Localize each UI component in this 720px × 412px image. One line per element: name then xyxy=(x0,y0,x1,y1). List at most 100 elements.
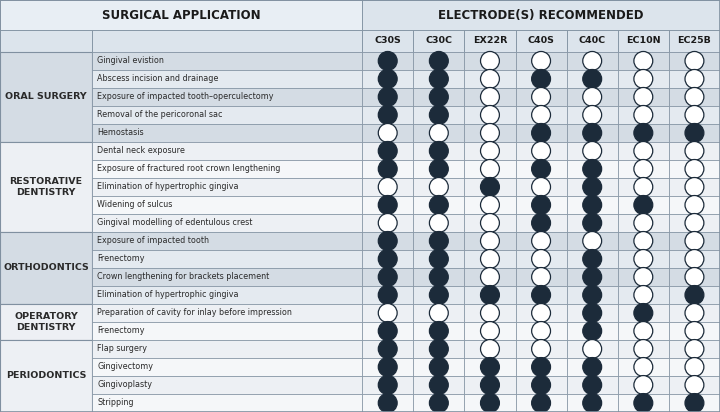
Text: Gingival evistion: Gingival evistion xyxy=(97,56,164,66)
Bar xyxy=(464,178,516,196)
Bar xyxy=(669,268,720,286)
Bar xyxy=(618,88,669,106)
Ellipse shape xyxy=(429,159,449,178)
Ellipse shape xyxy=(531,393,551,412)
Bar xyxy=(464,376,516,394)
Ellipse shape xyxy=(582,159,602,178)
Bar xyxy=(92,304,362,322)
Ellipse shape xyxy=(582,52,602,70)
Bar xyxy=(618,304,669,322)
Ellipse shape xyxy=(582,286,602,304)
Ellipse shape xyxy=(531,286,551,304)
Bar xyxy=(567,178,618,196)
Ellipse shape xyxy=(429,232,449,250)
Ellipse shape xyxy=(634,159,653,178)
Ellipse shape xyxy=(378,376,397,394)
Bar xyxy=(92,232,362,250)
Ellipse shape xyxy=(634,376,653,394)
Ellipse shape xyxy=(429,196,449,214)
Bar xyxy=(464,214,516,232)
Ellipse shape xyxy=(634,213,653,232)
Bar xyxy=(567,394,618,412)
Bar xyxy=(92,142,362,160)
Bar xyxy=(567,52,618,70)
Bar xyxy=(464,160,516,178)
Ellipse shape xyxy=(531,213,551,232)
Bar xyxy=(669,178,720,196)
Bar xyxy=(669,106,720,124)
Bar xyxy=(618,52,669,70)
Ellipse shape xyxy=(582,196,602,214)
Bar xyxy=(567,214,618,232)
Ellipse shape xyxy=(480,141,500,160)
Ellipse shape xyxy=(429,250,449,268)
Bar xyxy=(567,160,618,178)
Bar xyxy=(516,70,567,88)
Ellipse shape xyxy=(582,376,602,394)
Bar xyxy=(413,232,464,250)
Bar xyxy=(362,88,413,106)
Ellipse shape xyxy=(685,213,704,232)
Ellipse shape xyxy=(634,339,653,358)
Bar xyxy=(464,30,516,52)
Text: PERIODONTICS: PERIODONTICS xyxy=(6,372,86,381)
Bar xyxy=(567,124,618,142)
Ellipse shape xyxy=(378,178,397,197)
Bar xyxy=(618,286,669,304)
Bar xyxy=(567,106,618,124)
Bar xyxy=(669,250,720,268)
Bar xyxy=(618,30,669,52)
Bar xyxy=(362,30,413,52)
Ellipse shape xyxy=(582,250,602,268)
Ellipse shape xyxy=(480,87,500,106)
Text: Exposure of fractured root crown lengthening: Exposure of fractured root crown lengthe… xyxy=(97,164,281,173)
Text: SURGICAL APPLICATION: SURGICAL APPLICATION xyxy=(102,9,261,21)
Bar xyxy=(669,304,720,322)
Bar xyxy=(464,88,516,106)
Text: ORTHODONTICS: ORTHODONTICS xyxy=(3,263,89,272)
Bar xyxy=(0,0,362,30)
Bar xyxy=(567,358,618,376)
Bar xyxy=(669,232,720,250)
Bar xyxy=(618,322,669,340)
Ellipse shape xyxy=(378,393,397,412)
Ellipse shape xyxy=(531,52,551,70)
Ellipse shape xyxy=(378,321,397,340)
Bar xyxy=(516,304,567,322)
Bar xyxy=(413,70,464,88)
Ellipse shape xyxy=(378,213,397,232)
Bar xyxy=(516,106,567,124)
Ellipse shape xyxy=(480,250,500,268)
Bar xyxy=(413,322,464,340)
Text: C40S: C40S xyxy=(528,37,554,45)
Bar xyxy=(669,196,720,214)
Ellipse shape xyxy=(685,70,704,88)
Bar xyxy=(92,322,362,340)
Bar xyxy=(92,268,362,286)
Bar xyxy=(464,124,516,142)
Bar xyxy=(362,250,413,268)
Ellipse shape xyxy=(685,52,704,70)
Bar xyxy=(362,322,413,340)
Ellipse shape xyxy=(378,232,397,250)
Bar xyxy=(669,376,720,394)
Ellipse shape xyxy=(378,159,397,178)
Bar xyxy=(0,232,92,304)
Text: Preparation of cavity for inlay before impression: Preparation of cavity for inlay before i… xyxy=(97,309,292,318)
Ellipse shape xyxy=(480,339,500,358)
Bar xyxy=(413,304,464,322)
Bar xyxy=(516,160,567,178)
Ellipse shape xyxy=(685,105,704,124)
Ellipse shape xyxy=(634,52,653,70)
Bar xyxy=(362,394,413,412)
Ellipse shape xyxy=(480,321,500,340)
Bar xyxy=(92,106,362,124)
Bar xyxy=(516,232,567,250)
Ellipse shape xyxy=(531,196,551,214)
Bar xyxy=(669,70,720,88)
Ellipse shape xyxy=(685,339,704,358)
Ellipse shape xyxy=(634,70,653,88)
Ellipse shape xyxy=(685,196,704,214)
Text: Crown lengthening for brackets placement: Crown lengthening for brackets placement xyxy=(97,272,269,281)
Ellipse shape xyxy=(685,178,704,197)
